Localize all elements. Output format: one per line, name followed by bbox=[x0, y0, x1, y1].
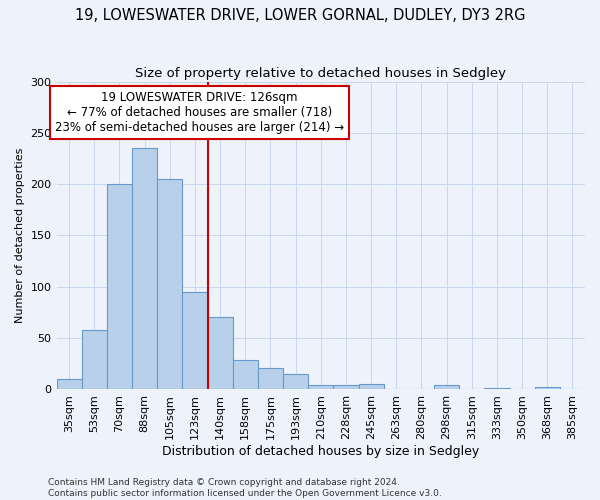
Bar bbox=[434, 385, 459, 389]
Text: Contains HM Land Registry data © Crown copyright and database right 2024.
Contai: Contains HM Land Registry data © Crown c… bbox=[48, 478, 442, 498]
Bar bbox=[107, 184, 132, 389]
Bar bbox=[157, 179, 182, 389]
X-axis label: Distribution of detached houses by size in Sedgley: Distribution of detached houses by size … bbox=[162, 444, 479, 458]
Bar bbox=[535, 387, 560, 389]
Bar bbox=[208, 318, 233, 389]
Bar bbox=[484, 388, 509, 389]
Bar bbox=[308, 385, 334, 389]
Bar bbox=[283, 374, 308, 389]
Bar bbox=[233, 360, 258, 389]
Y-axis label: Number of detached properties: Number of detached properties bbox=[15, 148, 25, 323]
Bar bbox=[56, 378, 82, 389]
Bar bbox=[359, 384, 383, 389]
Text: 19, LOWESWATER DRIVE, LOWER GORNAL, DUDLEY, DY3 2RG: 19, LOWESWATER DRIVE, LOWER GORNAL, DUDL… bbox=[75, 8, 525, 22]
Bar bbox=[82, 330, 107, 389]
Bar bbox=[258, 368, 283, 389]
Bar bbox=[334, 385, 359, 389]
Text: 19 LOWESWATER DRIVE: 126sqm
← 77% of detached houses are smaller (718)
23% of se: 19 LOWESWATER DRIVE: 126sqm ← 77% of det… bbox=[55, 91, 344, 134]
Bar bbox=[182, 292, 208, 389]
Title: Size of property relative to detached houses in Sedgley: Size of property relative to detached ho… bbox=[135, 68, 506, 80]
Bar bbox=[132, 148, 157, 389]
